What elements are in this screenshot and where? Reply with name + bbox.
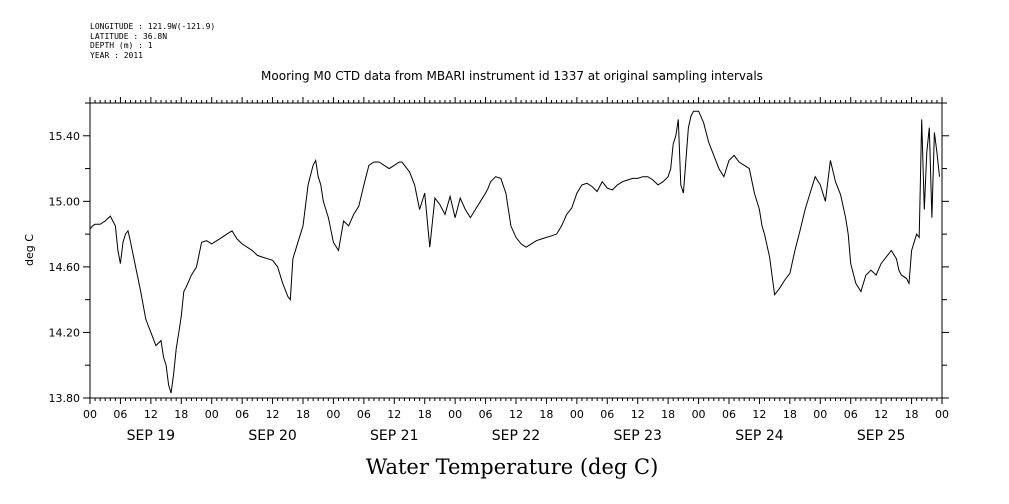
metadata-block: LONGITUDE : 121.9W(-121.9) LATITUDE : 36… (90, 22, 215, 60)
y-tick-label: 15.40 (49, 130, 81, 143)
x-tick-label: 12 (144, 408, 158, 421)
x-tick-label: 00 (935, 408, 949, 421)
y-tick-label: 13.80 (49, 392, 81, 405)
x-tick-label: 00 (692, 408, 706, 421)
x-tick-label: 18 (783, 408, 797, 421)
x-tick-label: 12 (631, 408, 645, 421)
x-tick-label: 18 (296, 408, 310, 421)
day-label: SEP 24 (735, 428, 784, 444)
x-tick-label: 06 (479, 408, 493, 421)
day-label: SEP 19 (127, 428, 175, 444)
x-tick-label: 18 (174, 408, 188, 421)
x-tick-label: 00 (813, 408, 827, 421)
x-tick-label: 18 (418, 408, 432, 421)
x-tick-label: 18 (905, 408, 919, 421)
x-tick-label: 06 (113, 408, 127, 421)
y-tick-label: 15.00 (49, 195, 81, 208)
axes-layer: 00 06 12 18 00 06 12 18 00 06 12 18 00 06 12 18 00 06 12 18… (49, 97, 949, 444)
day-label: SEP 22 (492, 428, 540, 444)
x-tick-label: 06 (722, 408, 736, 421)
chart-title: Mooring M0 CTD data from MBARI instrumen… (261, 69, 763, 83)
plot-frame (89, 102, 943, 399)
x-tick-label: 06 (235, 408, 249, 421)
x-tick-label: 00 (205, 408, 219, 421)
x-tick-label: 00 (83, 408, 97, 421)
x-tick-label: 06 (600, 408, 614, 421)
y-tick-label: 14.60 (49, 261, 81, 274)
day-label: SEP 21 (370, 428, 418, 444)
x-tick-label: 12 (509, 408, 523, 421)
x-tick-label: 12 (874, 408, 888, 421)
x-tick-label: 12 (266, 408, 280, 421)
latitude-text: LATITUDE : 36.8N (90, 31, 168, 41)
y-axis-label: deg C (23, 234, 36, 266)
day-label: SEP 23 (613, 428, 661, 444)
year-text: YEAR : 2011 (90, 50, 143, 60)
x-tick-label: 06 (357, 408, 371, 421)
x-tick-label: 00 (570, 408, 584, 421)
depth-text: DEPTH (m) : 1 (90, 41, 153, 51)
x-tick-label: 06 (844, 408, 858, 421)
x-tick-label: 18 (661, 408, 675, 421)
day-label: SEP 25 (857, 428, 905, 444)
x-tick-label: 18 (539, 408, 553, 421)
day-label: SEP 20 (248, 428, 296, 444)
x-tick-label: 12 (387, 408, 401, 421)
x-tick-label: 12 (752, 408, 766, 421)
x-tick-label: 00 (326, 408, 340, 421)
x-tick-label: 00 (448, 408, 462, 421)
longitude-text: LONGITUDE : 121.9W(-121.9) (90, 22, 216, 31)
x-axis-title: Water Temperature (deg C) (366, 455, 659, 479)
y-tick-label: 14.20 (49, 326, 81, 339)
temperature-series-line (89, 110, 940, 394)
